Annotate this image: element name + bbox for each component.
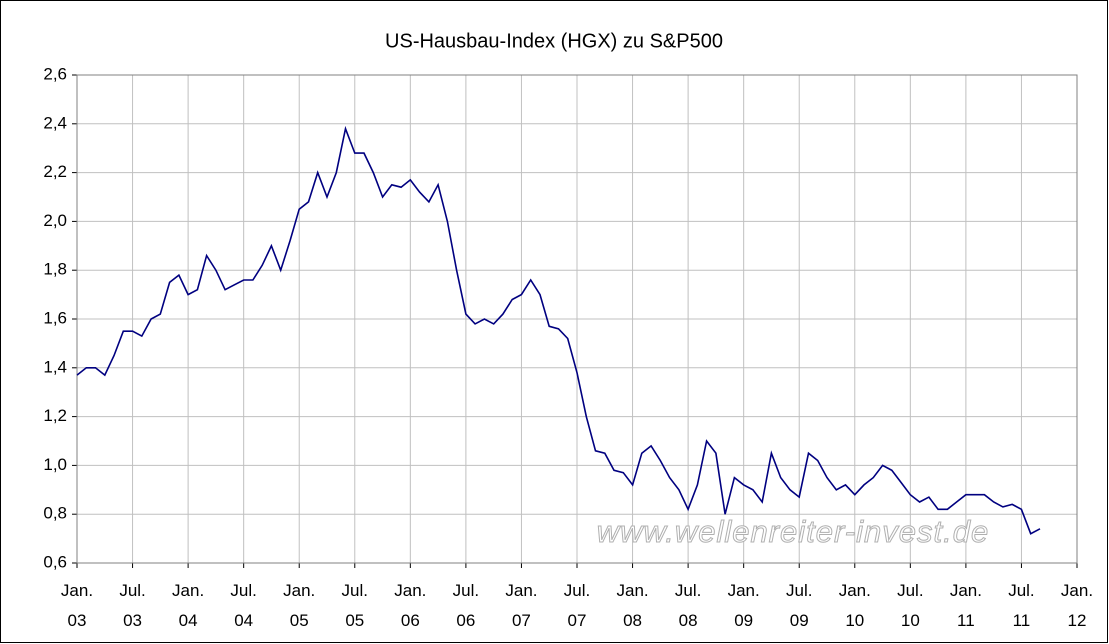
x-tick-label: Jul. 03	[119, 581, 145, 630]
x-tick-label: Jul. 10	[897, 581, 923, 630]
x-tick-label: Jan. 11	[950, 581, 982, 630]
y-tick-label: 0,6	[43, 552, 67, 571]
x-tick-label: Jan. 10	[839, 581, 871, 630]
y-tick-label: 1,8	[43, 260, 67, 279]
x-tick-label: Jul. 04	[230, 581, 256, 630]
watermark: www.wellenreiter-invest.de	[597, 514, 989, 549]
y-tick-label: 2,2	[43, 162, 67, 181]
x-tick-label: Jul. 06	[453, 581, 479, 630]
x-tick-label: Jan. 05	[283, 581, 315, 630]
x-tick-label: Jan. 03	[61, 581, 93, 630]
y-tick-label: 0,8	[43, 504, 67, 523]
x-tick-label: Jan. 08	[616, 581, 648, 630]
x-tick-label: Jan. 09	[728, 581, 760, 630]
x-tick-label: Jan. 06	[394, 581, 426, 630]
y-tick-label: 2,6	[43, 64, 67, 83]
y-tick-label: 2,0	[43, 211, 67, 230]
x-tick-label: Jul. 09	[786, 581, 812, 630]
x-tick-label: Jan. 12	[1061, 581, 1093, 630]
y-tick-label: 2,4	[43, 113, 67, 132]
plot-area	[76, 74, 1078, 564]
x-tick-label: Jul. 11	[1008, 581, 1034, 630]
chart-title: US-Hausbau-Index (HGX) zu S&P500	[385, 30, 723, 52]
y-tick-label: 1,2	[43, 406, 67, 425]
x-tick-label: Jul. 07	[564, 581, 590, 630]
x-tick-label: Jan. 04	[172, 581, 204, 630]
y-tick-label: 1,6	[43, 308, 67, 327]
y-tick-label: 1,4	[43, 357, 67, 376]
y-tick-label: 1,0	[43, 455, 67, 474]
data-line	[76, 125, 1041, 535]
x-tick-label: Jan. 07	[505, 581, 537, 630]
x-tick-label: Jul. 05	[342, 581, 368, 630]
x-tick-label: Jul. 08	[675, 581, 701, 630]
